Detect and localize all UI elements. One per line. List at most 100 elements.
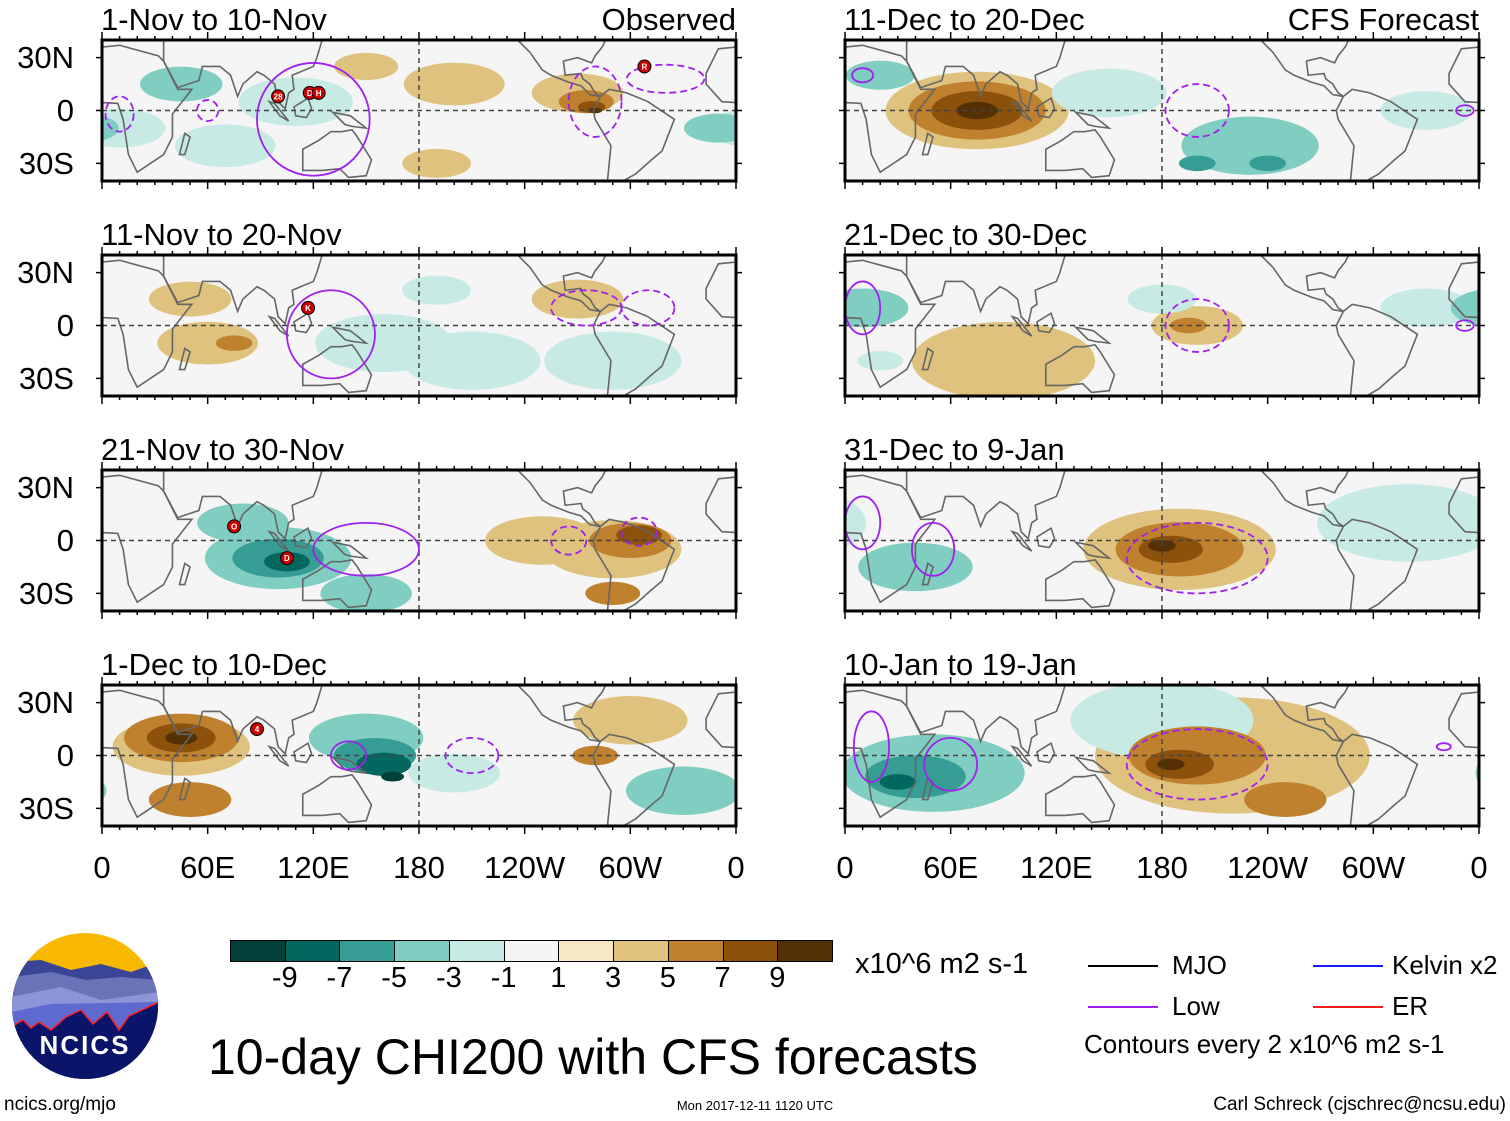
- contour-note: Contours every 2 x10^6 m2 s-1: [1084, 1029, 1445, 1059]
- low-frequency-contour: [567, 65, 623, 138]
- chi200-anomaly-region: [157, 321, 259, 365]
- latitude-label: 0: [56, 523, 74, 558]
- colorbar-label: -9: [271, 962, 298, 994]
- chi200-anomaly-region: [238, 77, 353, 126]
- chi200-anomaly-region: [1244, 782, 1327, 818]
- chi200-anomaly-region: [585, 581, 641, 606]
- colorbar-swatch: [613, 940, 669, 962]
- panel-title: 11-Dec to 20-Dec: [844, 2, 1085, 37]
- coastline: [921, 777, 934, 801]
- coastline: [102, 474, 194, 604]
- low-frequency-contour: [550, 525, 588, 556]
- chi200-anomaly-region: [403, 331, 541, 390]
- low-frequency-contour: [1455, 319, 1475, 332]
- chi200-anomaly-region: [746, 91, 838, 130]
- chi200-anomaly-region: [857, 351, 904, 371]
- legend-mjo: MJO: [1172, 950, 1227, 980]
- chi200-anomaly-region: [197, 503, 289, 543]
- coastline: [905, 255, 1066, 326]
- chi200-anomaly-region: [911, 321, 1096, 396]
- coastline: [162, 40, 323, 111]
- longitude-label: 120E: [1020, 850, 1093, 885]
- colorbar-label: -3: [436, 962, 462, 994]
- low-frequency-contour: [845, 280, 882, 336]
- coastline: [1073, 325, 1112, 345]
- colorbar-swatch: [722, 940, 779, 962]
- coastline: [921, 562, 934, 586]
- longitude-label: 120W: [484, 850, 566, 885]
- coastline: [1259, 685, 1350, 743]
- coastline: [102, 259, 194, 389]
- chi200-anomaly-region: [1051, 68, 1167, 118]
- map-panel: 28 D H R: [96, 32, 742, 189]
- colorbar-label: 9: [769, 962, 786, 994]
- chi200-anomaly-region: [402, 275, 471, 305]
- chi200-anomaly-region: [544, 331, 682, 390]
- tropical-cyclone-icon: D: [279, 551, 294, 566]
- coastline: [1259, 470, 1350, 528]
- coastline: [293, 526, 313, 549]
- coastline: [921, 347, 934, 371]
- coastline: [1073, 540, 1112, 560]
- storm-label: H: [316, 89, 322, 98]
- colorbar-swatch: [230, 940, 286, 962]
- tropical-cyclone-icon: K: [301, 300, 316, 315]
- low-frequency-contour: [1455, 104, 1475, 117]
- coastline: [1036, 96, 1056, 119]
- author-credit: Carl Schreck (cjschrec@ncsu.edu): [1213, 1094, 1506, 1115]
- coastline: [905, 470, 1066, 541]
- coastline: [1073, 110, 1112, 130]
- latitude-label: 30N: [17, 40, 74, 75]
- longitude-label: 60W: [598, 850, 663, 885]
- low-frequency-contour: [330, 740, 368, 771]
- latitude-label: 30S: [18, 791, 74, 826]
- coastline: [1036, 526, 1056, 549]
- observed-label: Observed: [601, 2, 736, 37]
- colorbar-label: 5: [659, 962, 676, 994]
- colorbar-swatch: [777, 940, 833, 962]
- colorbar-swatch: [503, 940, 560, 962]
- map-panel: OD: [96, 462, 742, 619]
- coastline: [1036, 311, 1056, 334]
- coastline: [330, 325, 369, 345]
- low-frequency-contour: [286, 289, 376, 380]
- coastline: [301, 129, 373, 179]
- legend-low: Low: [1172, 991, 1220, 1021]
- coastline: [162, 470, 323, 541]
- logo-text: NCICS: [40, 1030, 131, 1060]
- low-frequency-contour: [256, 62, 371, 177]
- latitude-label: 0: [56, 308, 74, 343]
- kelvin-legend-line: [1313, 965, 1383, 967]
- colorbar-label: 1: [550, 962, 567, 994]
- chi200-anomaly-region: [1475, 762, 1479, 784]
- map-panel: [839, 247, 1485, 404]
- chi200-anomaly-region: [381, 771, 405, 782]
- coastline: [1259, 255, 1350, 313]
- low-frequency-contour: [312, 521, 420, 577]
- colorbar-label: 3: [605, 962, 622, 994]
- site-url[interactable]: ncics.org/mjo: [4, 1094, 116, 1115]
- chi200-anomaly-region: [1380, 91, 1472, 130]
- longitude-label: 60W: [1341, 850, 1406, 885]
- timestamp: Mon 2017-12-11 1120 UTC: [676, 1098, 834, 1113]
- coastline: [293, 96, 313, 119]
- panel-title: 11-Nov to 20-Nov: [101, 217, 342, 252]
- longitude-label: 180: [393, 850, 445, 885]
- chi200-anomaly-region: [140, 66, 223, 102]
- chi200-anomaly-region: [572, 745, 619, 766]
- colorbar-swatch: [448, 940, 505, 962]
- panel-title: 31-Dec to 9-Jan: [844, 432, 1065, 467]
- coastline: [330, 540, 369, 560]
- coastline: [1044, 344, 1116, 394]
- chi200-anomaly-region: [799, 731, 831, 745]
- coastline: [1335, 88, 1419, 181]
- coastline: [813, 563, 824, 584]
- chi200-anomaly-region: [781, 723, 850, 752]
- tropical-cyclone-icon: 4: [249, 722, 264, 737]
- tropical-cyclone-icon: 28: [271, 89, 286, 104]
- longitude-label: 0: [727, 850, 745, 885]
- coastline: [592, 88, 676, 181]
- colorbar-label: -7: [326, 962, 353, 994]
- latitude-label: 30N: [17, 470, 74, 505]
- chi200-anomaly-region: [1127, 284, 1197, 314]
